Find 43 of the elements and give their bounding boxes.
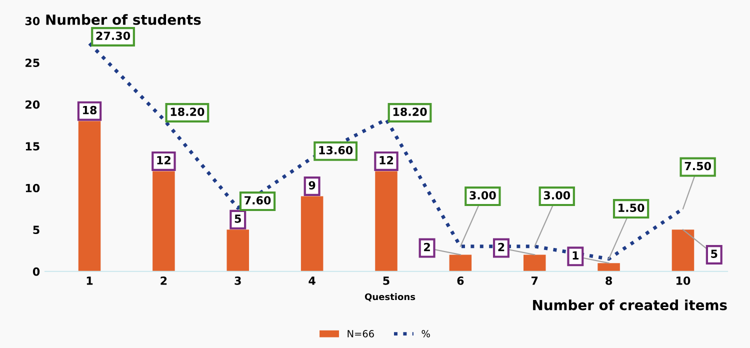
y-tick-label: 5 [33,226,40,234]
y-axis-title: Number of students [46,14,201,25]
data-label: 1.50 [618,204,644,212]
data-label: 7.60 [244,196,271,205]
data-label: 3.00 [470,191,496,200]
x-axis-title: Number of created items [533,300,727,310]
data-label: 18.20 [393,108,427,116]
bar [449,254,472,272]
data-label: 5 [711,250,718,258]
data-label: 12 [157,156,170,164]
data-label: 12 [380,156,394,164]
bar [598,263,620,272]
data-label: 3.00 [544,191,570,200]
x-tick-label: 4 [308,276,316,285]
x-tick-label: 8 [606,276,612,285]
data-label: 18 [83,106,97,114]
data-label: 7.50 [684,162,711,170]
y-tick-label: 25 [26,58,40,68]
data-label: 18.20 [170,108,204,116]
x-tick-label: 6 [457,276,464,285]
bar [672,230,694,272]
x-tick-label: 7 [531,276,538,285]
data-label: 13.60 [319,146,353,154]
data-label: 5 [234,214,241,223]
x-tick-label: 2 [160,276,167,285]
bar [523,254,546,272]
x-tick-label: 10 [676,276,690,285]
y-tick-label: 0 [32,267,40,276]
data-label: 2 [498,242,504,252]
x-tick-label: 5 [383,276,390,285]
data-label: 9 [308,181,316,190]
legend-label: N=66 [348,330,374,338]
x-tick-label: 1 [86,276,93,285]
x-tick-label: 3 [234,276,241,285]
text: Questions [364,293,416,302]
y-tick-label: 20 [26,100,40,109]
y-tick-label: 10 [26,184,40,192]
data-label: 2 [424,242,430,252]
data-label: 1 [572,251,579,260]
data-label: 27.30 [96,32,130,40]
legend-label: % [422,330,430,338]
y-tick-label: 15 [26,142,40,151]
y-tick-label: 30 [25,16,40,26]
